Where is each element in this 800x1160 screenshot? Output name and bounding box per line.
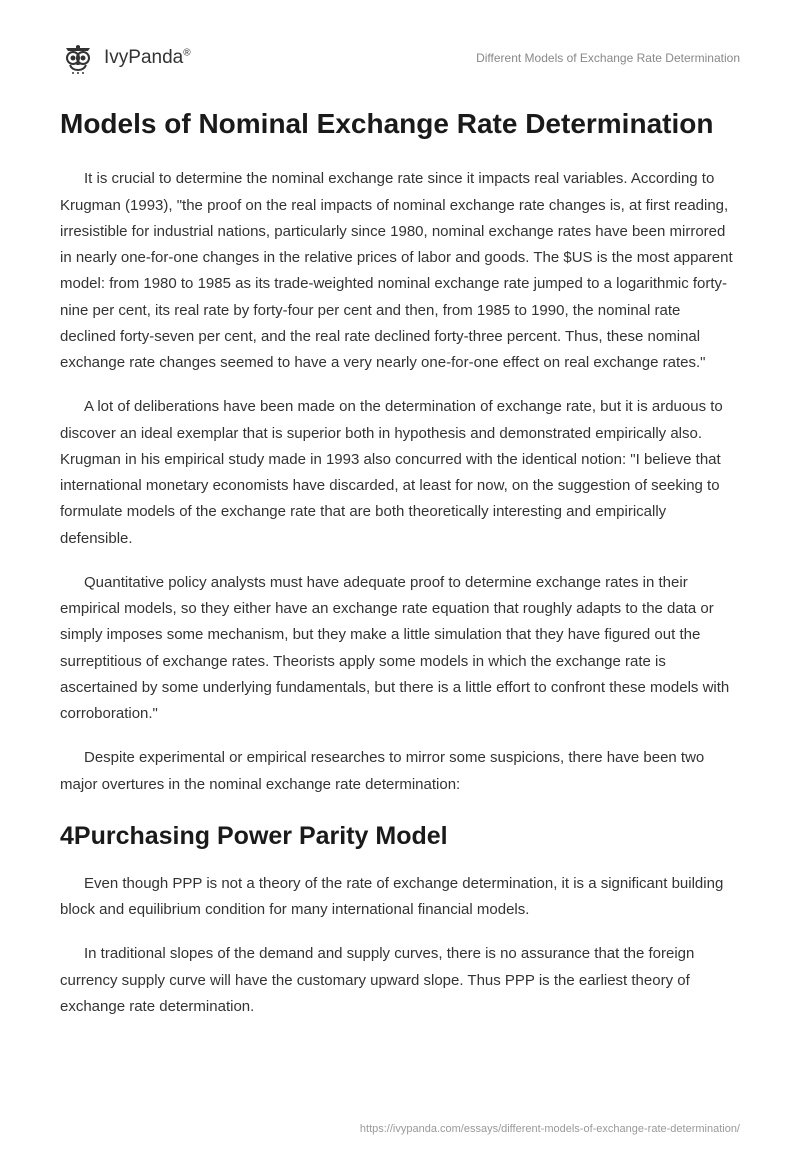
footer-source-url: https://ivypanda.com/essays/different-mo… [360,1123,740,1135]
brand-name: IvyPanda® [104,47,191,69]
owl-icon [60,40,96,76]
page-header: IvyPanda® Different Models of Exchange R… [60,40,740,76]
section-heading: 4Purchasing Power Parity Model [60,822,740,851]
body-paragraph: In traditional slopes of the demand and … [60,941,740,1020]
registered-mark: ® [183,48,190,59]
body-paragraph: Despite experimental or empirical resear… [60,745,740,798]
body-paragraph: Quantitative policy analysts must have a… [60,570,740,728]
body-paragraph: Even though PPP is not a theory of the r… [60,871,740,924]
document-title-header: Different Models of Exchange Rate Determ… [476,51,740,65]
body-paragraph: A lot of deliberations have been made on… [60,394,740,552]
body-paragraph: It is crucial to determine the nominal e… [60,166,740,376]
main-heading: Models of Nominal Exchange Rate Determin… [60,106,740,142]
brand-logo: IvyPanda® [60,40,191,76]
